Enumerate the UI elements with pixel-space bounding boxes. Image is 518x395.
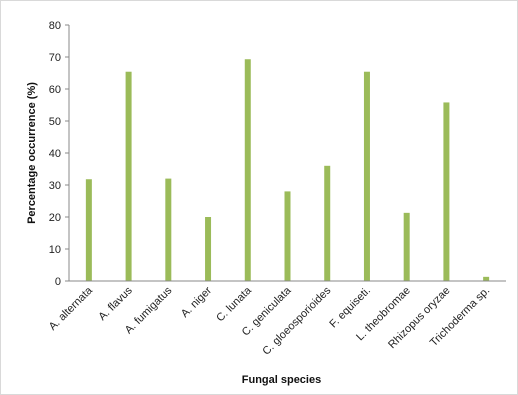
- y-tick-label: 30: [49, 180, 61, 192]
- y-axis-ticks: 0 10 20 30 40 50 60 70 80: [49, 20, 69, 288]
- bar: [85, 179, 92, 281]
- bar: [125, 71, 132, 281]
- bar: [324, 165, 331, 281]
- x-tick-label: A. niger: [179, 284, 215, 320]
- x-tick-label: A. flavus: [96, 284, 135, 323]
- bar: [403, 212, 410, 281]
- y-tick-label: 0: [55, 276, 61, 288]
- bar: [205, 217, 212, 281]
- x-axis-title: Fungal species: [242, 374, 321, 386]
- y-tick-label: 80: [49, 20, 61, 32]
- y-tick-label: 60: [49, 84, 61, 96]
- bar: [483, 276, 490, 281]
- bar: [363, 71, 370, 281]
- bars: [85, 59, 490, 281]
- bar: [244, 59, 251, 281]
- y-axis-title: Percentage occurrence (%): [26, 82, 38, 224]
- x-tick-label: A. alternata: [47, 284, 96, 333]
- y-tick-label: 40: [49, 148, 61, 160]
- x-tick-label: C. lunata: [214, 284, 254, 324]
- bar: [284, 191, 291, 281]
- y-tick-label: 10: [49, 244, 61, 256]
- y-tick-label: 20: [49, 212, 61, 224]
- bar: [165, 178, 172, 281]
- y-tick-label: 50: [49, 116, 61, 128]
- y-tick-label: 70: [49, 52, 61, 64]
- bar: [443, 102, 450, 281]
- x-tick-label: C. gloeosporioides: [260, 284, 333, 357]
